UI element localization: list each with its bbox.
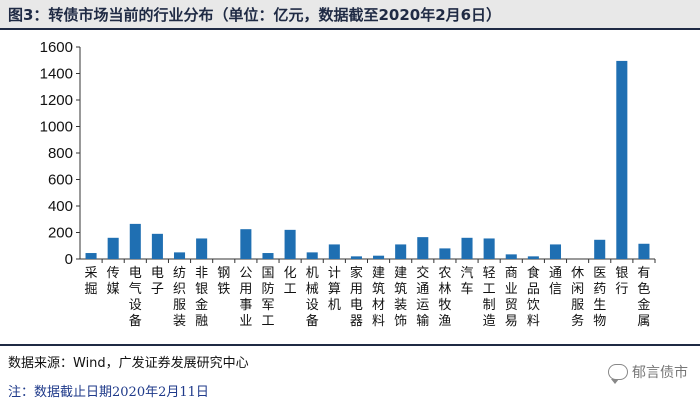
- bar: [594, 239, 606, 259]
- x-tick-label: 休闲服务: [571, 266, 584, 329]
- bar: [461, 237, 473, 259]
- bar: [527, 256, 539, 259]
- x-tick-label: 汽车: [461, 266, 474, 297]
- x-tick-label: 建筑材料: [372, 266, 385, 329]
- bar: [240, 229, 252, 259]
- bar: [306, 252, 318, 259]
- y-tick-label: 1400: [40, 66, 73, 83]
- x-tick-label: 轻工制造: [483, 266, 496, 329]
- x-tick-label: 交通运输: [416, 265, 429, 329]
- x-tick-label: 国防军工: [261, 266, 274, 329]
- bar: [638, 243, 650, 259]
- chat-bubble-icon: [608, 364, 628, 384]
- bar: [483, 238, 495, 259]
- x-tick-label: 采掘: [85, 266, 98, 297]
- source-rule: [0, 344, 700, 346]
- x-tick-label: 农林牧渔: [438, 266, 451, 329]
- x-tick-label: 公用事业: [239, 266, 252, 329]
- x-tick-label: 钢铁: [217, 266, 230, 297]
- x-tick-label: 医药生物: [593, 266, 606, 329]
- y-tick-label: 200: [48, 225, 73, 242]
- bar: [196, 238, 208, 259]
- x-tick-label: 非银金融: [195, 266, 208, 329]
- y-tick-label: 800: [48, 145, 73, 162]
- y-tick-label: 1000: [40, 119, 73, 136]
- bar: [373, 255, 385, 259]
- x-tick-label: 化工: [284, 266, 297, 297]
- x-tick-label: 建筑装饰: [394, 266, 407, 329]
- bar: [129, 223, 141, 259]
- y-tick-label: 600: [48, 172, 73, 189]
- bar: [395, 244, 407, 259]
- bar: [328, 244, 340, 259]
- y-tick-label: 400: [48, 198, 73, 215]
- y-tick-label: 0: [65, 251, 73, 268]
- x-tick-label: 食品饮料: [527, 265, 540, 329]
- title-bar: [0, 0, 700, 28]
- note-text: 注：数据截止日期2020年2月11日: [8, 385, 209, 400]
- x-tick-label: 银行: [615, 266, 628, 297]
- x-tick-label: 有色金属: [637, 266, 650, 329]
- watermark-label: 郁言债市: [632, 365, 688, 381]
- bar: [439, 248, 451, 259]
- bar: [107, 237, 119, 259]
- bar: [505, 254, 517, 259]
- x-tick-label: 通信: [549, 266, 562, 297]
- title-rule: [0, 28, 700, 30]
- source-text: 数据来源：Wind，广发证券发展研究中心: [8, 356, 249, 371]
- bar: [549, 244, 562, 259]
- x-tick-label: 机械设备: [306, 266, 319, 329]
- x-tick-label: 电子: [151, 266, 164, 297]
- bar-chart: 0 200 400 600 800 1000 1200 1400 1600 采掘传媒电气设备电子纺…: [40, 39, 656, 329]
- x-tick-label: 商业贸易: [505, 266, 518, 329]
- bar: [151, 233, 163, 259]
- bar: [262, 253, 274, 259]
- x-tick-label: 计算机: [328, 266, 341, 313]
- x-tick-label: 纺织服装: [173, 266, 186, 329]
- bar: [173, 252, 186, 259]
- x-tick-label: 家用电器: [350, 265, 363, 329]
- y-tick-label: 1600: [40, 39, 73, 56]
- bar: [85, 253, 97, 259]
- chart-title: 图3：转债市场当前的行业分布（单位：亿元，数据截至2020年2月6日）: [8, 6, 502, 24]
- bar: [616, 60, 628, 259]
- x-tick-label: 传媒: [107, 266, 120, 297]
- watermark: 郁言债市: [608, 362, 688, 384]
- y-tick-label: 1200: [40, 92, 73, 109]
- bar: [284, 229, 296, 259]
- x-tick-label: 电气设备: [129, 266, 142, 329]
- bar: [417, 237, 429, 259]
- bar: [350, 256, 362, 259]
